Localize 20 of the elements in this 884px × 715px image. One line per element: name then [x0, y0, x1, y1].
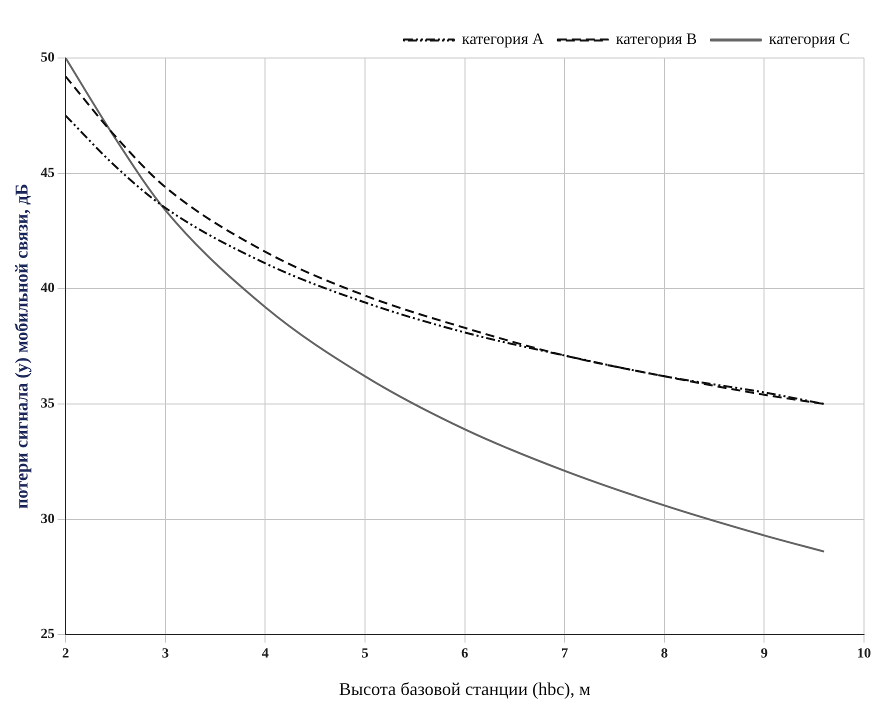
y-tick-label: 40: [40, 281, 55, 296]
x-tick-label: 2: [62, 646, 70, 662]
x-tick-label: 7: [561, 646, 568, 662]
legend-label: категория B: [616, 31, 697, 48]
y-tick-label: 25: [40, 627, 55, 642]
x-axis-title: Высота базовой станции (hbc), м: [339, 678, 591, 699]
x-tick-label: 5: [362, 646, 368, 662]
x-tick-label: 6: [461, 646, 468, 662]
legend-label: категория A: [462, 31, 544, 48]
x-tick-label: 4: [262, 646, 269, 662]
y-tick-label: 50: [40, 50, 55, 66]
x-tick-label: 9: [760, 646, 768, 662]
y-tick-label: 30: [40, 512, 55, 527]
legend-label: категория C: [768, 31, 850, 48]
y-tick-label: 45: [40, 166, 55, 181]
y-tick-label: 35: [40, 396, 55, 412]
x-tick-label: 10: [857, 646, 871, 662]
x-tick-label: 8: [660, 646, 668, 662]
x-tick-label: 3: [162, 646, 169, 662]
y-axis-title: потери сигнала (y) мобильной связи, дБ: [11, 184, 32, 509]
